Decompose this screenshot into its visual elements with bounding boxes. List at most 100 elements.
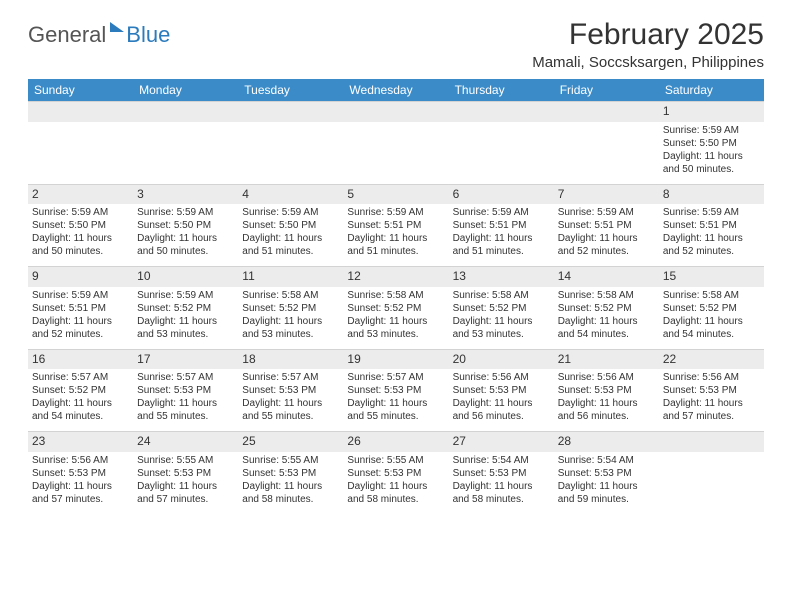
daylight-text: Daylight: 11 hours and 52 minutes. <box>663 232 760 258</box>
day-number: 13 <box>449 266 554 287</box>
day-number <box>449 101 554 122</box>
sunrise-text: Sunrise: 5:57 AM <box>242 371 339 384</box>
dow-friday: Friday <box>554 79 659 101</box>
sunrise-text: Sunrise: 5:54 AM <box>558 454 655 467</box>
sunrise-text: Sunrise: 5:57 AM <box>347 371 444 384</box>
dow-saturday: Saturday <box>659 79 764 101</box>
day-cell: 2Sunrise: 5:59 AMSunset: 5:50 PMDaylight… <box>28 184 133 267</box>
daylight-text: Daylight: 11 hours and 54 minutes. <box>558 315 655 341</box>
sunset-text: Sunset: 5:51 PM <box>32 302 129 315</box>
day-cell: 28Sunrise: 5:54 AMSunset: 5:53 PMDayligh… <box>554 431 659 514</box>
sunrise-text: Sunrise: 5:56 AM <box>453 371 550 384</box>
sunset-text: Sunset: 5:52 PM <box>137 302 234 315</box>
day-cell <box>238 101 343 184</box>
day-cell: 10 Sunrise: 5:59 AMSunset: 5:52 PMDayligh… <box>133 266 238 349</box>
sunrise-text: Sunrise: 5:59 AM <box>32 206 129 219</box>
day-cell: 23Sunrise: 5:56 AMSunset: 5:53 PMDayligh… <box>28 431 133 514</box>
daylight-text: Daylight: 11 hours and 58 minutes. <box>242 480 339 506</box>
day-number: 18 <box>238 349 343 370</box>
day-cell <box>659 431 764 514</box>
daylight-text: Daylight: 11 hours and 58 minutes. <box>347 480 444 506</box>
daylight-text: Daylight: 11 hours and 53 minutes. <box>137 315 234 341</box>
logo-text-general: General <box>28 22 106 48</box>
calendar-grid: Sunday Monday Tuesday Wednesday Thursday… <box>28 79 764 514</box>
day-cell <box>449 101 554 184</box>
sunrise-text: Sunrise: 5:55 AM <box>347 454 444 467</box>
day-number: 6 <box>449 184 554 205</box>
sunrise-text: Sunrise: 5:57 AM <box>137 371 234 384</box>
day-number: 20 <box>449 349 554 370</box>
dow-thursday: Thursday <box>449 79 554 101</box>
sunset-text: Sunset: 5:53 PM <box>347 467 444 480</box>
sunrise-text: Sunrise: 5:58 AM <box>558 289 655 302</box>
sunset-text: Sunset: 5:53 PM <box>558 384 655 397</box>
day-number: 22 <box>659 349 764 370</box>
day-number: 10 <box>133 266 238 287</box>
sunrise-text: Sunrise: 5:54 AM <box>453 454 550 467</box>
day-number: 17 <box>133 349 238 370</box>
day-number <box>133 101 238 122</box>
day-cell: 25Sunrise: 5:55 AMSunset: 5:53 PMDayligh… <box>238 431 343 514</box>
sunset-text: Sunset: 5:53 PM <box>32 467 129 480</box>
day-number: 11 <box>238 266 343 287</box>
day-cell: 7Sunrise: 5:59 AMSunset: 5:51 PMDaylight… <box>554 184 659 267</box>
sunrise-text: Sunrise: 5:59 AM <box>32 289 129 302</box>
sunrise-text: Sunrise: 5:59 AM <box>347 206 444 219</box>
daylight-text: Daylight: 11 hours and 55 minutes. <box>137 397 234 423</box>
sunset-text: Sunset: 5:51 PM <box>453 219 550 232</box>
week-row: 1Sunrise: 5:59 AMSunset: 5:50 PMDaylight… <box>28 101 764 184</box>
daylight-text: Daylight: 11 hours and 56 minutes. <box>558 397 655 423</box>
dow-monday: Monday <box>133 79 238 101</box>
day-number: 19 <box>343 349 448 370</box>
day-number: 3 <box>133 184 238 205</box>
daylight-text: Daylight: 11 hours and 55 minutes. <box>347 397 444 423</box>
logo-text-blue: Blue <box>126 22 170 48</box>
day-cell: 11Sunrise: 5:58 AMSunset: 5:52 PMDayligh… <box>238 266 343 349</box>
sunrise-text: Sunrise: 5:58 AM <box>453 289 550 302</box>
sunrise-text: Sunrise: 5:56 AM <box>32 454 129 467</box>
daylight-text: Daylight: 11 hours and 57 minutes. <box>137 480 234 506</box>
week-row: 23Sunrise: 5:56 AMSunset: 5:53 PMDayligh… <box>28 431 764 514</box>
sunset-text: Sunset: 5:50 PM <box>663 137 760 150</box>
day-number: 5 <box>343 184 448 205</box>
day-cell: 4Sunrise: 5:59 AMSunset: 5:50 PMDaylight… <box>238 184 343 267</box>
daylight-text: Daylight: 11 hours and 55 minutes. <box>242 397 339 423</box>
sunrise-text: Sunrise: 5:56 AM <box>663 371 760 384</box>
sunset-text: Sunset: 5:52 PM <box>32 384 129 397</box>
day-cell: 18Sunrise: 5:57 AMSunset: 5:53 PMDayligh… <box>238 349 343 432</box>
day-cell <box>133 101 238 184</box>
daylight-text: Daylight: 11 hours and 54 minutes. <box>32 397 129 423</box>
day-number <box>554 101 659 122</box>
daylight-text: Daylight: 11 hours and 56 minutes. <box>453 397 550 423</box>
day-number: 26 <box>343 431 448 452</box>
day-number: 12 <box>343 266 448 287</box>
sunset-text: Sunset: 5:53 PM <box>242 467 339 480</box>
week-row: 9Sunrise: 5:59 AMSunset: 5:51 PMDaylight… <box>28 266 764 349</box>
daylight-text: Daylight: 11 hours and 51 minutes. <box>347 232 444 258</box>
daylight-text: Daylight: 11 hours and 52 minutes. <box>558 232 655 258</box>
day-cell <box>28 101 133 184</box>
day-cell: 3Sunrise: 5:59 AMSunset: 5:50 PMDaylight… <box>133 184 238 267</box>
sunset-text: Sunset: 5:51 PM <box>347 219 444 232</box>
day-cell: 13Sunrise: 5:58 AMSunset: 5:52 PMDayligh… <box>449 266 554 349</box>
daylight-text: Daylight: 11 hours and 53 minutes. <box>453 315 550 341</box>
sunset-text: Sunset: 5:50 PM <box>137 219 234 232</box>
dow-tuesday: Tuesday <box>238 79 343 101</box>
sunset-text: Sunset: 5:51 PM <box>558 219 655 232</box>
sunrise-text: Sunrise: 5:59 AM <box>663 206 760 219</box>
sunset-text: Sunset: 5:53 PM <box>242 384 339 397</box>
sunset-text: Sunset: 5:52 PM <box>347 302 444 315</box>
sunrise-text: Sunrise: 5:59 AM <box>137 289 234 302</box>
day-cell: 27Sunrise: 5:54 AMSunset: 5:53 PMDayligh… <box>449 431 554 514</box>
title-block: February 2025 Mamali, Soccsksargen, Phil… <box>532 18 764 71</box>
daylight-text: Daylight: 11 hours and 54 minutes. <box>663 315 760 341</box>
day-number: 1 <box>659 101 764 122</box>
day-cell <box>343 101 448 184</box>
daylight-text: Daylight: 11 hours and 51 minutes. <box>453 232 550 258</box>
week-row: 2Sunrise: 5:59 AMSunset: 5:50 PMDaylight… <box>28 184 764 267</box>
day-number <box>238 101 343 122</box>
day-cell: 12Sunrise: 5:58 AMSunset: 5:52 PMDayligh… <box>343 266 448 349</box>
day-number: 4 <box>238 184 343 205</box>
day-cell: 22Sunrise: 5:56 AMSunset: 5:53 PMDayligh… <box>659 349 764 432</box>
daylight-text: Daylight: 11 hours and 50 minutes. <box>137 232 234 258</box>
